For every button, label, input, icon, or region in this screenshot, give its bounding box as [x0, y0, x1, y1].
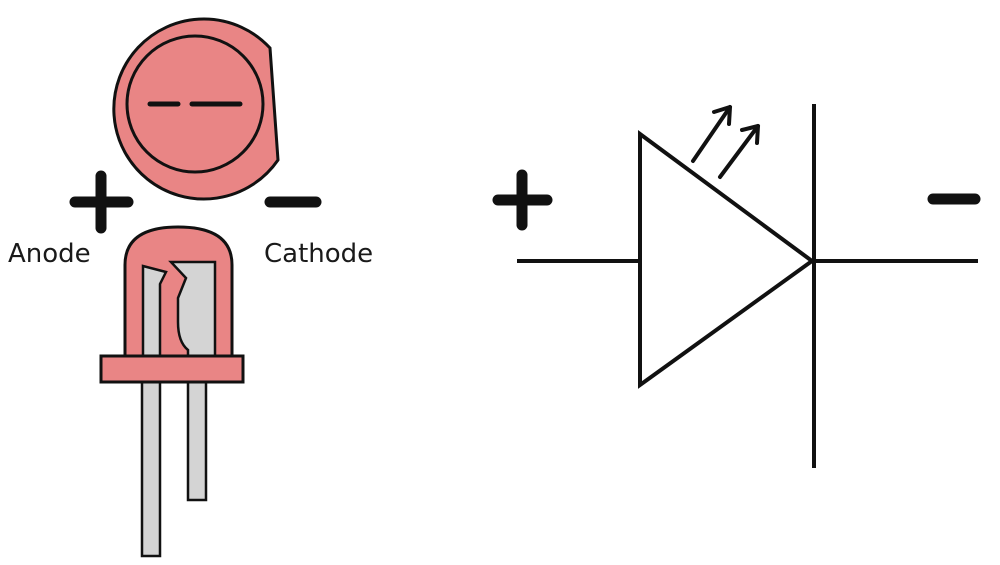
cathode-lead — [186, 376, 208, 502]
led-top-view — [112, 17, 280, 201]
led-side-view — [99, 225, 245, 558]
anode-lead — [140, 376, 162, 558]
plus-icon — [69, 170, 134, 234]
diode-triangle — [638, 130, 816, 389]
cathode-label: Cathode — [264, 239, 373, 269]
schematic-plus-icon — [492, 169, 553, 231]
led-physical: Anode Cathode — [8, 17, 373, 558]
light-emission-arrows-icon — [691, 105, 760, 179]
led-flange — [99, 354, 245, 384]
led-schematic-symbol — [492, 104, 981, 468]
anode-label: Anode — [8, 239, 91, 269]
